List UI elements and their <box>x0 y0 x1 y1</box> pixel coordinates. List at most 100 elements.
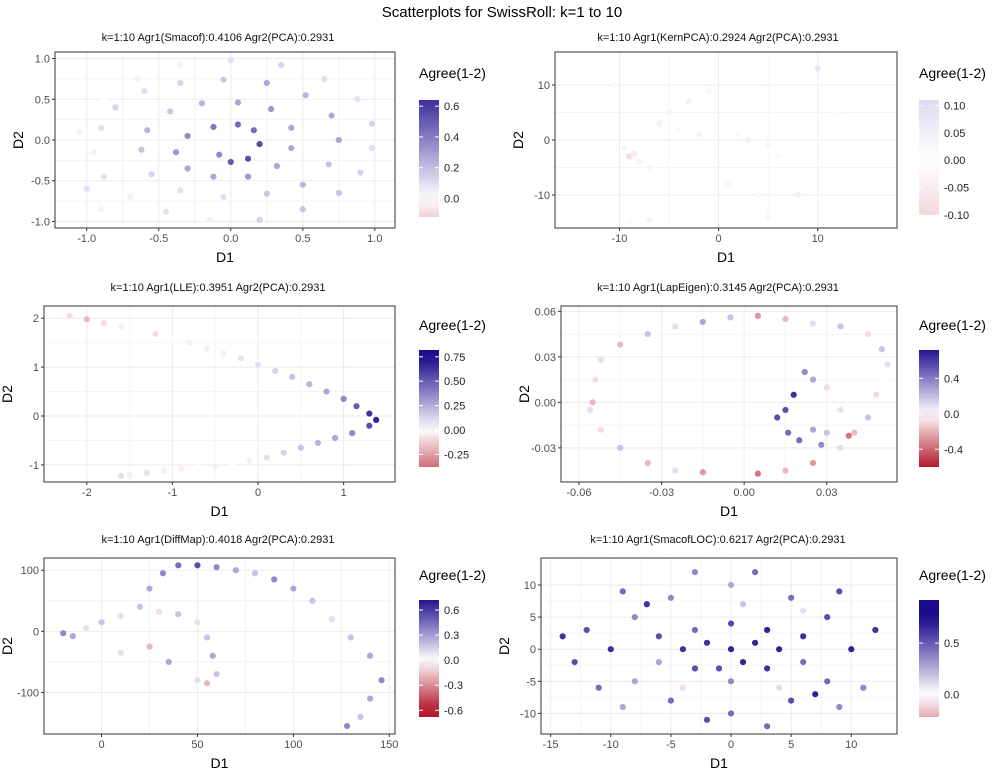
data-point <box>117 323 125 331</box>
data-point <box>126 193 134 201</box>
x-tick-label: -1.0 <box>77 233 96 245</box>
data-point <box>679 684 687 691</box>
data-point <box>354 96 361 103</box>
data-point <box>837 406 844 414</box>
y-tick-label: 1 <box>33 362 39 374</box>
data-point <box>263 454 270 461</box>
y-axis-label: D2 <box>0 637 15 655</box>
data-point <box>685 98 692 105</box>
data-point <box>851 429 858 436</box>
data-point <box>136 603 144 610</box>
data-point <box>619 588 626 595</box>
data-points <box>586 312 891 477</box>
data-point <box>203 634 211 641</box>
data-point <box>146 643 153 650</box>
data-point <box>288 145 295 152</box>
figure-title: Scatterplots for SwissRoll: k=1 to 10 <box>381 4 623 21</box>
data-point <box>691 665 699 672</box>
data-point <box>823 429 830 436</box>
data-point <box>836 588 843 595</box>
colorbar-tick-label: 0.0 <box>944 409 959 421</box>
data-point <box>177 465 185 472</box>
x-tick-label: -10 <box>603 739 619 751</box>
data-point <box>809 459 817 467</box>
colorbar-tick-label: 0.5 <box>944 638 959 650</box>
colorbar <box>919 600 939 717</box>
data-point <box>814 65 821 72</box>
data-point <box>583 626 590 634</box>
data-point <box>646 164 653 171</box>
x-axis-label: D1 <box>717 249 735 265</box>
data-point <box>160 467 167 474</box>
plot-background <box>541 558 897 734</box>
y-axis-label: D2 <box>516 385 532 403</box>
data-point <box>162 208 170 215</box>
colorbar-tick-label: -0.4 <box>944 444 963 456</box>
data-point <box>872 626 879 634</box>
data-point <box>864 414 872 421</box>
y-tick-label: -1 <box>29 460 39 472</box>
data-point <box>117 472 125 479</box>
data-points <box>53 309 380 479</box>
data-point <box>373 416 380 424</box>
x-tick-label: 50 <box>191 739 203 751</box>
x-tick-label: 5 <box>788 739 794 751</box>
colorbar <box>419 100 439 217</box>
x-tick-label: -1 <box>168 487 178 499</box>
data-point <box>169 334 176 341</box>
data-point <box>366 652 374 659</box>
data-point <box>83 625 90 632</box>
data-point <box>571 658 578 666</box>
data-point <box>621 145 628 152</box>
data-point <box>280 449 287 456</box>
data-point <box>302 92 309 99</box>
data-point <box>691 569 699 576</box>
data-point <box>194 562 201 569</box>
data-point <box>644 330 651 338</box>
data-point <box>776 684 783 691</box>
x-tick-label: 100 <box>284 739 302 751</box>
data-point <box>631 150 638 157</box>
y-tick-label: 0 <box>33 411 39 423</box>
data-point <box>754 312 762 319</box>
data-point <box>796 437 803 444</box>
data-point <box>809 426 817 433</box>
data-point <box>727 581 735 589</box>
data-point <box>626 219 633 226</box>
data-point <box>100 94 108 101</box>
x-tick-label: -0.03 <box>649 487 674 499</box>
data-point <box>213 671 220 678</box>
x-tick-label: 1 <box>341 487 347 499</box>
data-point <box>631 678 638 685</box>
colorbar-tick-label: -0.10 <box>944 210 969 222</box>
data-point <box>194 677 201 684</box>
y-tick-label: 10 <box>524 580 536 592</box>
data-point <box>232 567 239 574</box>
data-point <box>328 112 335 119</box>
data-point <box>366 695 374 702</box>
data-point <box>206 216 213 223</box>
y-tick-label: 0.06 <box>535 306 556 318</box>
scatter-panel-4: k=1:10 Agr1(LapEigen):0.3145 Agr2(PCA):0… <box>516 282 986 519</box>
data-point <box>357 169 364 176</box>
colorbar-tick-label: 0.0 <box>444 194 459 206</box>
colorbar-tick-label: 0.3 <box>444 630 459 642</box>
plot-frame <box>560 305 898 483</box>
data-point <box>126 471 133 478</box>
data-point <box>611 81 618 89</box>
data-point <box>314 439 322 446</box>
data-point <box>856 384 863 391</box>
y-tick-label: -0.5 <box>31 176 50 188</box>
data-point <box>335 189 342 197</box>
data-point <box>727 710 735 717</box>
data-point <box>595 684 602 691</box>
data-point <box>735 131 742 138</box>
data-point <box>90 149 97 156</box>
data-point <box>212 462 219 469</box>
x-axis-label: D1 <box>216 249 234 265</box>
data-point <box>138 146 145 153</box>
data-point <box>703 716 711 723</box>
data-point <box>586 406 594 414</box>
